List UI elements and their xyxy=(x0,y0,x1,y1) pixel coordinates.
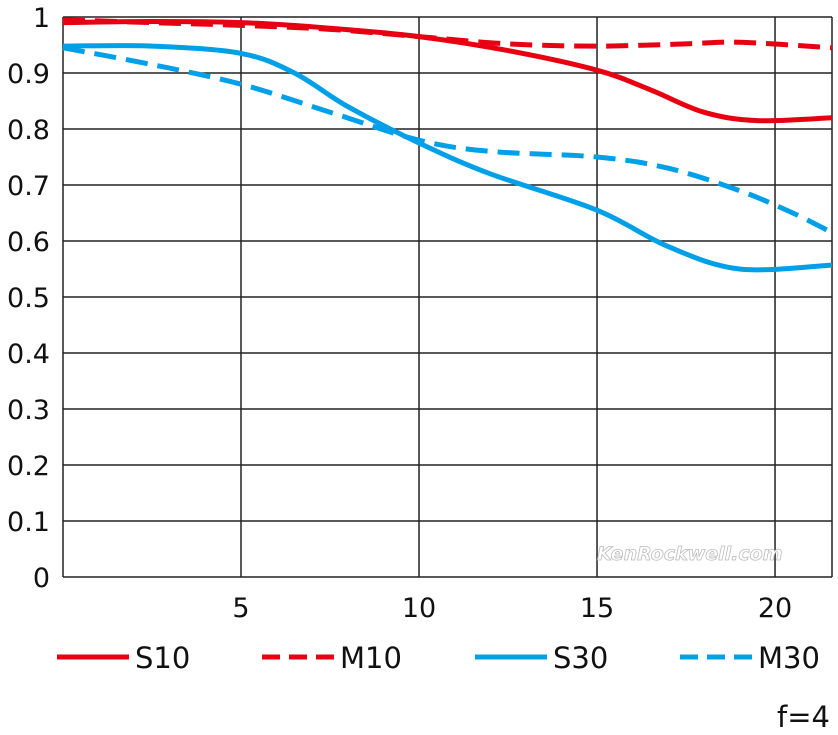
watermark: KenRockwell.com xyxy=(597,543,783,565)
y-tick-label: 0.8 xyxy=(7,115,50,146)
series-line-m30 xyxy=(62,45,834,235)
y-axis-ticks: 0 0.1 0.2 0.3 0.4 0.5 0.6 0.7 0.8 0.9 1 xyxy=(7,3,50,594)
x-axis-ticks: 5 10 15 20 xyxy=(232,593,792,624)
y-tick-label: 0.4 xyxy=(7,339,50,370)
legend-label-m30: M30 xyxy=(758,641,820,675)
legend-label-m10: M10 xyxy=(340,641,402,675)
y-tick-label: 0 xyxy=(33,563,50,594)
y-tick-label: 0.2 xyxy=(7,451,50,482)
x-tick-label: 20 xyxy=(758,593,792,624)
legend: S10 M10 S30 M30 xyxy=(57,641,820,675)
grid xyxy=(62,16,833,578)
aperture-annotation: f=4 xyxy=(777,700,830,734)
y-tick-label: 0.1 xyxy=(7,507,50,538)
y-tick-label: 1 xyxy=(33,3,50,34)
series-line-s30 xyxy=(62,43,833,273)
y-tick-label: 0.7 xyxy=(7,171,50,202)
y-tick-label: 0.6 xyxy=(7,227,50,258)
y-tick-label: 0.3 xyxy=(7,395,50,426)
series-line-m10 xyxy=(62,17,833,51)
x-tick-label: 15 xyxy=(580,593,614,624)
legend-label-s10: S10 xyxy=(135,641,190,675)
x-tick-label: 5 xyxy=(232,593,249,624)
legend-label-s30: S30 xyxy=(553,641,608,675)
y-tick-label: 0.9 xyxy=(7,59,50,90)
series-lines xyxy=(62,17,834,273)
y-tick-label: 0.5 xyxy=(7,283,50,314)
x-tick-label: 10 xyxy=(402,593,436,624)
